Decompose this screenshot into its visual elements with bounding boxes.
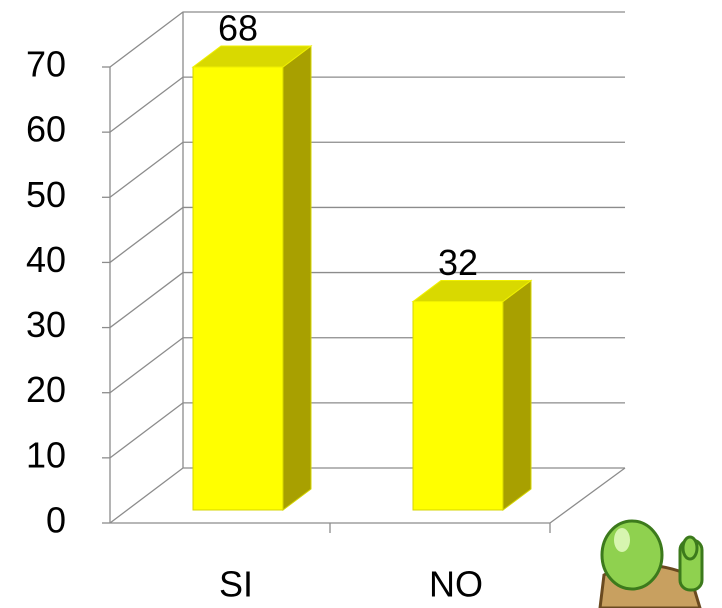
bar-side [282, 45, 312, 511]
grid-line [109, 337, 625, 394]
grid-line [109, 467, 625, 524]
bar-top [191, 45, 313, 68]
y-tick-label: 20 [26, 369, 66, 410]
y-tick-label: 0 [46, 500, 66, 541]
grid-line [109, 402, 625, 459]
y-tick-label: 30 [26, 304, 66, 345]
bar [412, 301, 504, 511]
grid-line [109, 271, 625, 329]
grid-line [109, 141, 625, 198]
bar [192, 66, 284, 511]
y-tick-label: 70 [26, 44, 66, 85]
y-tick-label: 50 [26, 174, 66, 215]
value-label: 32 [438, 242, 478, 283]
bar-top [411, 280, 533, 303]
grid-line [109, 76, 625, 133]
mascot [598, 519, 704, 608]
bar-side [502, 279, 532, 511]
x-tick-label: SI [219, 564, 253, 605]
value-label: 68 [218, 8, 258, 49]
y-tick-label: 40 [26, 239, 66, 280]
y-tick-label: 60 [26, 109, 66, 150]
grid-line [109, 206, 625, 263]
x-tick-label: NO [429, 564, 483, 605]
y-tick-label: 10 [26, 434, 66, 475]
floor [110, 467, 626, 524]
grid-line [109, 11, 625, 68]
